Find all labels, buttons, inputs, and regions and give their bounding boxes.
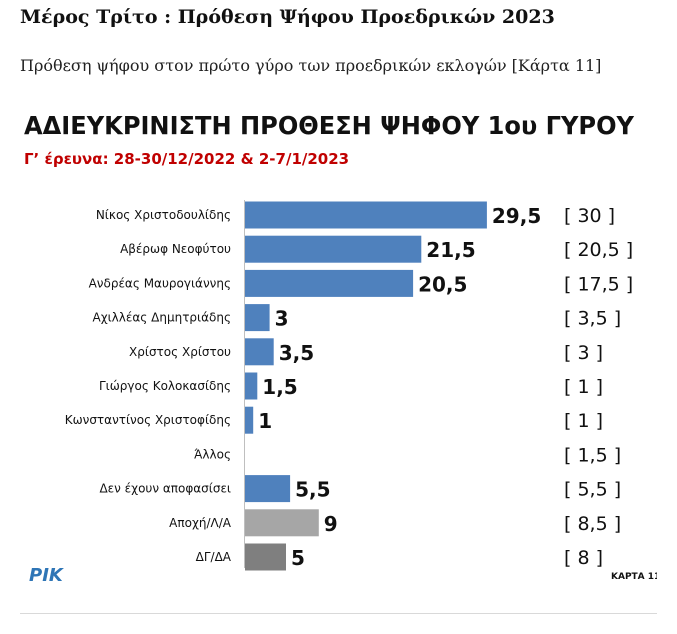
value-label: 21,5 [426, 238, 475, 262]
category-label: Ανδρέας Μαυρογιάννης [89, 276, 231, 290]
chart-svg: ΑΔΙΕΥΚΡΙΝΙΣΤΗ ΠΡΟΘΕΣΗ ΨΗΦΟΥ 1ου ΓΥΡΟΥ Γ’… [24, 111, 657, 586]
category-label: Αποχή/Λ/Α [169, 516, 232, 530]
bar [245, 201, 487, 229]
previous-label: [ 1 ] [564, 410, 603, 432]
chart-title: ΑΔΙΕΥΚΡΙΝΙΣΤΗ ΠΡΟΘΕΣΗ ΨΗΦΟΥ 1ου ΓΥΡΟΥ [24, 111, 635, 140]
chart-panel: ΑΔΙΕΥΚΡΙΝΙΣΤΗ ΠΡΟΘΕΣΗ ΨΗΦΟΥ 1ου ΓΥΡΟΥ Γ’… [20, 96, 657, 594]
page-subtitle: Πρόθεση ψήφου στον πρώτο γύρο των προεδρ… [20, 56, 602, 75]
previous-label: [ 3,5 ] [564, 308, 621, 330]
bar [245, 338, 274, 366]
category-label: Γιώργος Κολοκασίδης [99, 379, 231, 393]
logo: ΡΙΚ [29, 565, 65, 586]
bar [245, 304, 270, 332]
previous-label: [ 3 ] [564, 342, 603, 364]
bar [245, 269, 414, 297]
value-label: 5,5 [295, 478, 330, 502]
previous-label: [ 1,5 ] [564, 444, 621, 466]
value-label: 3,5 [279, 341, 314, 365]
previous-label: [ 1 ] [564, 376, 603, 398]
category-label: Άλλος [194, 447, 231, 461]
category-label: ΔΓ/ΔΑ [196, 550, 232, 564]
previous-labels: [ 30 ] [ 20,5 ] [ 17,5 ] [ 3,5 ] [ 3 ] [ 1 ] [… [564, 205, 633, 569]
value-label: 1 [258, 409, 272, 433]
category-label: Αβέρωφ Νεοφύτου [120, 242, 231, 256]
category-label: Δεν έχουν αποφασίσει [99, 482, 231, 496]
category-label: Κωνσταντίνος Χριστοφίδης [65, 413, 231, 427]
value-label: 3 [275, 307, 289, 331]
previous-label: [ 8 ] [564, 547, 603, 569]
bars [245, 201, 487, 571]
chart-subtitle: Γ’ έρευνα: 28-30/12/2022 & 2-7/1/2023 [24, 150, 349, 168]
value-label: 5 [291, 546, 305, 570]
page-title: Μέρος Τρίτο : Πρόθεση Ψήφου Προεδρικών 2… [20, 6, 555, 28]
value-labels: 29,5 21,5 20,5 3 3,5 1,5 1 5,5 95 [258, 204, 541, 570]
category-label: Νίκος Χριστοδουλίδης [96, 208, 231, 222]
previous-label: [ 17,5 ] [564, 273, 633, 295]
value-label: 29,5 [492, 204, 541, 228]
category-label: Αχιλλέας Δημητριάδης [92, 311, 231, 325]
previous-label: [ 5,5 ] [564, 479, 621, 501]
previous-label: [ 20,5 ] [564, 239, 633, 261]
bottom-divider [20, 613, 657, 614]
category-label: Χρίστος Χρίστου [129, 345, 231, 359]
bar [245, 543, 286, 571]
bar [245, 372, 258, 400]
category-labels: Νίκος Χριστοδουλίδης Αβέρωφ Νεοφύτου Ανδρέ… [65, 208, 232, 564]
bar [245, 475, 291, 503]
value-label: 1,5 [262, 375, 297, 399]
value-label: 9 [324, 512, 338, 536]
value-label: 20,5 [418, 272, 467, 296]
bar [245, 235, 422, 263]
bar [245, 406, 254, 434]
bar [245, 509, 319, 537]
previous-label: [ 30 ] [564, 205, 615, 227]
card-label: ΚΑΡΤΑ 11 [611, 572, 657, 582]
previous-label: [ 8,5 ] [564, 513, 621, 535]
